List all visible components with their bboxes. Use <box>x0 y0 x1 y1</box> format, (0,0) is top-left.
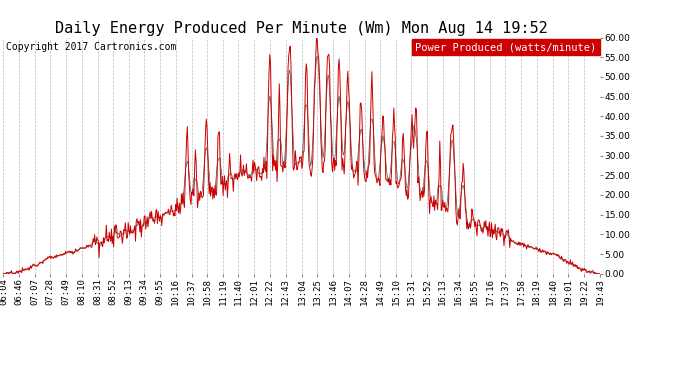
Title: Daily Energy Produced Per Minute (Wm) Mon Aug 14 19:52: Daily Energy Produced Per Minute (Wm) Mo… <box>55 21 549 36</box>
Text: Copyright 2017 Cartronics.com: Copyright 2017 Cartronics.com <box>6 42 177 52</box>
Text: Power Produced (watts/minute): Power Produced (watts/minute) <box>415 42 597 52</box>
